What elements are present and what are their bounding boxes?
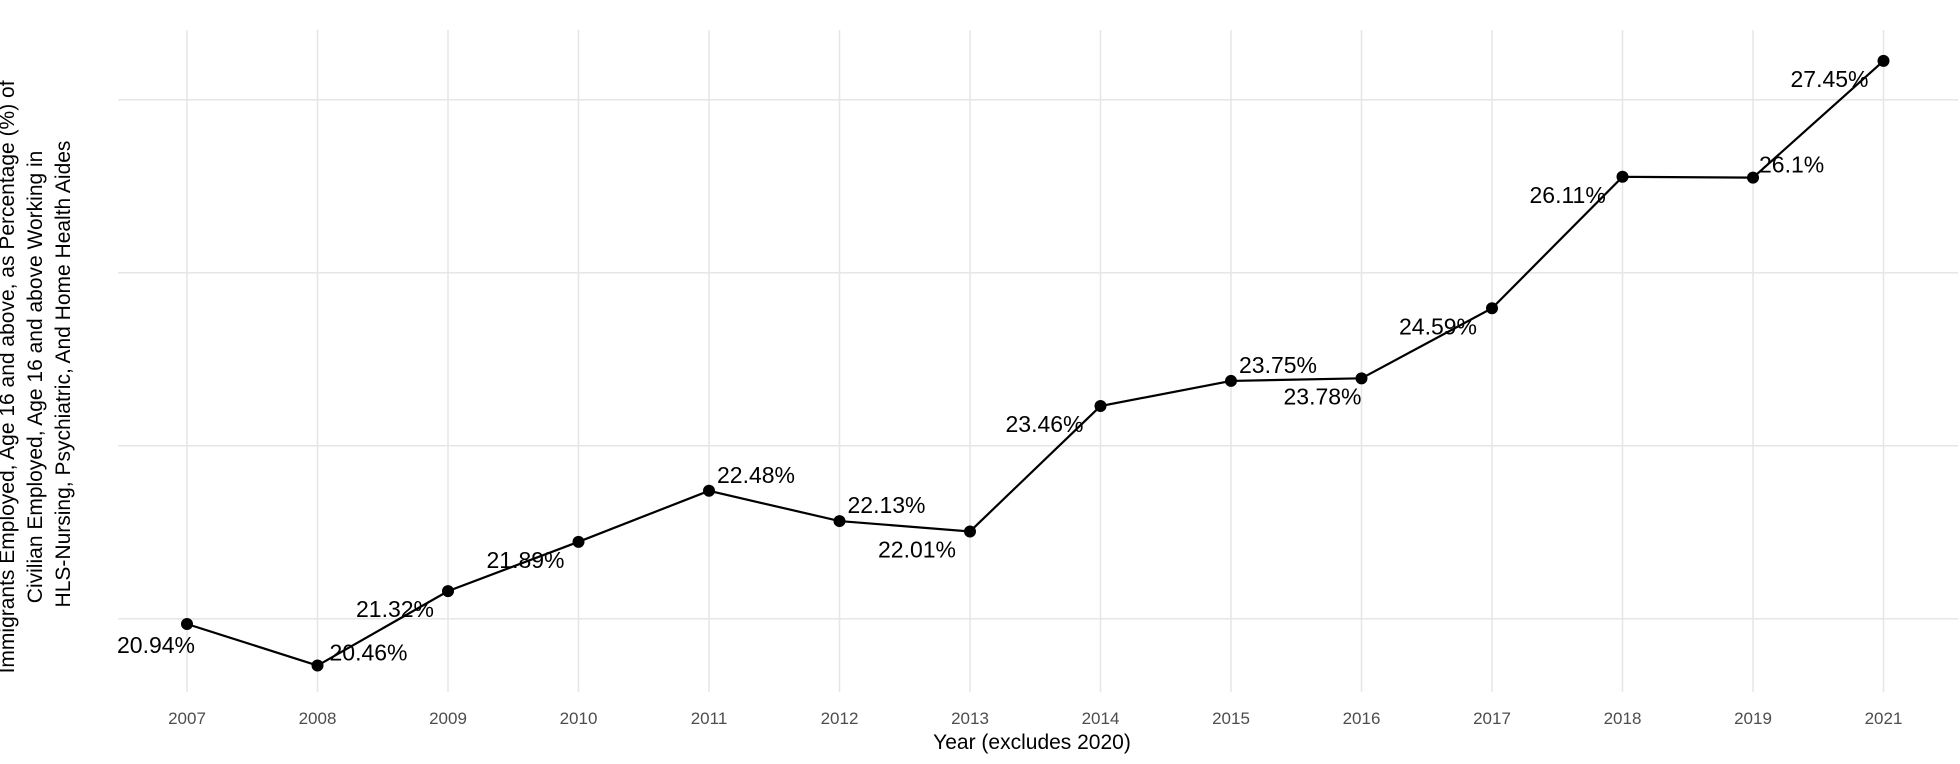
data-label-2009: 21.32% — [356, 596, 434, 622]
y-axis-title-line-1: Immigrants Employed, Age 16 and above, a… — [0, 80, 19, 673]
x-tick-2010: 2010 — [560, 709, 598, 728]
x-tick-2017: 2017 — [1473, 709, 1511, 728]
data-point-2015 — [1225, 374, 1237, 387]
x-tick-2008: 2008 — [299, 709, 337, 728]
x-tick-2012: 2012 — [821, 709, 859, 728]
data-label-2011: 22.48% — [717, 462, 795, 488]
data-label-2007: 20.94% — [117, 632, 195, 658]
data-point-2018 — [1616, 170, 1629, 183]
series-line — [186, 60, 1885, 667]
data-label-2013: 22.01% — [878, 536, 956, 562]
data-point-2010 — [572, 535, 585, 548]
data-label-2012: 22.13% — [848, 492, 926, 518]
data-point-2014 — [1094, 400, 1107, 413]
y-axis-title-line-3: HLS-Nursing, Psychiatric, And Home Healt… — [52, 141, 75, 608]
data-label-2008: 20.46% — [330, 640, 408, 666]
data-point-2016 — [1355, 372, 1368, 385]
x-tick-2016: 2016 — [1343, 709, 1381, 728]
x-axis-title: Year (excludes 2020) — [933, 731, 1131, 754]
data-label-2018: 26.11% — [1530, 182, 1606, 208]
x-tick-2009: 2009 — [429, 709, 467, 728]
data-point-2009 — [442, 585, 454, 598]
x-tick-2013: 2013 — [951, 709, 989, 728]
data-label-2015: 23.75% — [1239, 352, 1317, 378]
data-point-2011 — [703, 484, 715, 497]
data-labels: 20.94% 20.46% 21.32% 21.89% 22.48% 22.13% 22.0… — [117, 66, 1869, 666]
x-tick-2019: 2019 — [1734, 709, 1772, 728]
data-point-2017 — [1486, 302, 1498, 315]
data-point-2021 — [1877, 54, 1890, 67]
grid — [118, 30, 1958, 692]
data-label-2016: 23.78% — [1284, 383, 1362, 409]
x-tick-2011: 2011 — [691, 709, 728, 728]
x-tick-2015: 2015 — [1212, 709, 1250, 728]
data-point-2007 — [181, 618, 193, 630]
x-tick-2021: 2021 — [1865, 709, 1903, 728]
data-point-2019 — [1747, 171, 1759, 184]
x-tick-2018: 2018 — [1604, 709, 1642, 728]
data-label-2021: 27.45% — [1791, 66, 1869, 92]
data-point-2012 — [833, 515, 846, 528]
data-label-2014: 23.46% — [1006, 411, 1084, 437]
data-label-2017: 24.59% — [1399, 313, 1477, 339]
x-tick-labels: 2007 2008 2009 2010 2011 2012 2013 2014 2015 2016… — [168, 709, 1902, 728]
data-point-2008 — [311, 659, 324, 672]
series — [181, 54, 1890, 672]
data-label-2010: 21.89% — [487, 547, 565, 573]
y-axis-title-line-2: Civilian Employed, Age 16 and above Work… — [24, 151, 47, 604]
x-tick-2007: 2007 — [168, 709, 206, 728]
x-tick-2014: 2014 — [1082, 709, 1120, 728]
data-label-2019: 26.1% — [1759, 152, 1824, 178]
y-axis-title: Immigrants Employed, Age 16 and above, a… — [0, 75, 75, 674]
data-point-2013 — [964, 525, 976, 538]
